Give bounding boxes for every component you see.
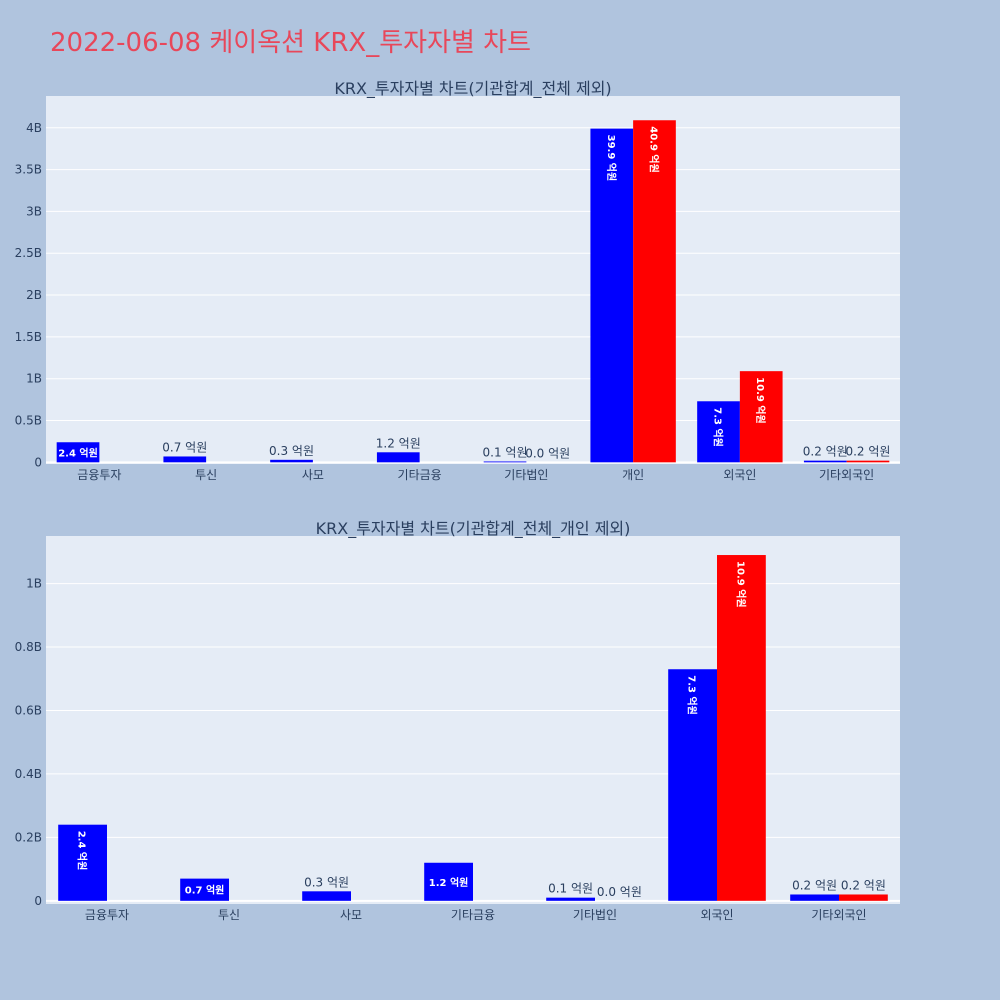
data-label: 0.2 억원 — [803, 445, 848, 459]
x-tick-label: 외국인 — [700, 908, 733, 922]
x-tick-label: 기타법인 — [504, 468, 548, 482]
data-label: 7.3 억원 — [712, 407, 725, 447]
y-tick-label: 1B — [26, 577, 42, 591]
bar-buy — [58, 824, 107, 901]
y-tick-label: 1.5B — [15, 330, 42, 344]
data-label: 0.0 억원 — [525, 446, 570, 460]
bar-buy — [270, 459, 313, 463]
bar-buy — [163, 456, 207, 463]
data-label: 1.2 억원 — [376, 436, 421, 450]
bar-sell — [633, 120, 676, 463]
x-tick-label: 금융투자 — [77, 468, 121, 482]
y-tick-label: 0.6B — [15, 703, 42, 717]
bar-buy — [424, 862, 473, 901]
data-label: 0.0 억원 — [597, 885, 642, 899]
data-label: 0.3 억원 — [269, 444, 314, 458]
plot-area — [46, 536, 900, 904]
bar-buy — [668, 669, 717, 901]
x-tick-label: 개인 — [622, 468, 644, 482]
bar-buy — [376, 452, 420, 463]
bar-buy — [56, 442, 100, 463]
y-tick-label: 0.8B — [15, 640, 42, 654]
bar-buy — [697, 401, 740, 463]
chart-title: KRX_투자자별 차트(기관합계_전체 제외) — [334, 79, 611, 99]
x-tick-label: 기타금융 — [451, 908, 495, 922]
data-label: 10.9 억원 — [754, 377, 767, 424]
x-tick-label: 기타외국인 — [811, 908, 866, 922]
data-label: 0.7 억원 — [162, 440, 207, 454]
y-tick-label: 4B — [26, 121, 42, 135]
data-label: 1.2 억원 — [429, 876, 469, 889]
y-tick-label: 3.5B — [15, 163, 42, 177]
bar-buy — [180, 878, 229, 901]
investor-chart-total: 0 0.5B 1B 1.5B 2B 2.5B 3B 3.5B 4B KRX_투자자별 차트(기관합… — [15, 79, 900, 482]
bar-buy — [483, 461, 527, 463]
y-tick-label: 0.5B — [15, 414, 42, 428]
y-tick-label: 0 — [34, 894, 42, 908]
bar-buy — [302, 891, 351, 901]
y-tick-label: 0.2B — [15, 830, 42, 844]
bar-buy — [546, 897, 595, 901]
data-label: 10.9 억원 — [734, 561, 747, 608]
data-label: 40.9 억원 — [647, 126, 660, 173]
data-label: 0.3 억원 — [304, 875, 349, 889]
y-tick-label: 2.5B — [15, 246, 42, 260]
bar-sell — [739, 371, 783, 463]
data-label: 0.7 억원 — [185, 884, 225, 897]
data-label: 39.9 억원 — [605, 135, 618, 182]
bar-buy — [803, 460, 847, 463]
x-tick-label: 투신 — [195, 468, 217, 482]
bar-buy — [790, 894, 839, 901]
x-tick-label: 사모 — [302, 468, 324, 482]
x-tick-label: 외국인 — [723, 468, 756, 482]
y-tick-label: 0 — [34, 455, 42, 469]
x-tick-label: 사모 — [340, 908, 362, 922]
data-label: 7.3 억원 — [686, 675, 699, 715]
page-title: 2022-06-08 케이옥션 KRX_투자자별 차트 — [50, 28, 532, 58]
data-label: 0.2 억원 — [841, 878, 886, 892]
x-tick-label: 금융투자 — [85, 908, 129, 922]
y-tick-label: 2B — [26, 288, 42, 302]
data-label: 0.2 억원 — [845, 445, 890, 459]
x-tick-label: 기타외국인 — [819, 468, 874, 482]
y-tick-label: 3B — [26, 204, 42, 218]
bar-sell — [717, 555, 766, 901]
x-tick-label: 투신 — [218, 908, 240, 922]
x-tick-label: 기타법인 — [573, 908, 617, 922]
y-tick-label: 0.4B — [15, 767, 42, 781]
data-label: 0.1 억원 — [483, 445, 528, 459]
data-label: 0.1 억원 — [548, 882, 593, 896]
x-tick-label: 기타금융 — [398, 468, 442, 482]
bar-sell — [839, 894, 888, 901]
data-label: 2.4 억원 — [58, 446, 98, 459]
data-label: 2.4 억원 — [76, 831, 89, 871]
chart-title: KRX_투자자별 차트(기관합계_전체_개인 제외) — [316, 519, 631, 539]
bar-sell — [846, 460, 890, 463]
data-label: 0.2 억원 — [792, 878, 837, 892]
bar-buy — [590, 128, 634, 463]
investor-chart-excl-individual: 0 0.2B 0.4B 0.6B 0.8B 1B KRX_투자자별 차트(기관합계_전체_개… — [15, 519, 900, 922]
y-tick-label: 1B — [26, 372, 42, 386]
